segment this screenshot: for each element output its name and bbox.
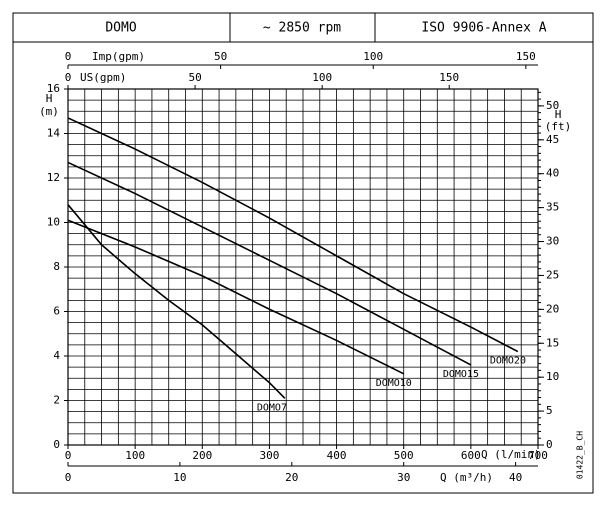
- extra-axis-label: US(gpm): [80, 71, 126, 84]
- x-tick-label: 500: [394, 449, 414, 462]
- y2-tick-label: 45: [546, 133, 559, 146]
- y-axis-unit: (m): [39, 105, 59, 118]
- extra-axis-tick-label: 0: [65, 50, 72, 63]
- y2-tick-label: 40: [546, 167, 559, 180]
- extra-axis-tick-label: 50: [188, 71, 201, 84]
- x-tick-label: 0: [65, 449, 72, 462]
- header-cell: ISO 9906-Annex A: [421, 21, 546, 36]
- y-tick-label: 10: [47, 216, 60, 229]
- header-cell: ~ 2850 rpm: [263, 21, 341, 36]
- curve-label: DOMO10: [376, 378, 412, 389]
- y2-tick-label: 35: [546, 201, 559, 214]
- y-tick-label: 2: [53, 394, 60, 407]
- curve: [67, 117, 519, 353]
- extra-axis-tick-label: 0: [65, 71, 72, 84]
- x-axis-label: Q (l/min): [481, 448, 541, 461]
- y-tick-label: 0: [53, 438, 60, 451]
- extra-axis-tick-label: 100: [312, 71, 332, 84]
- y-tick-label: 6: [53, 305, 60, 318]
- extra-axis-tick-label: 10: [173, 471, 186, 484]
- y-tick-label: 14: [47, 127, 61, 140]
- x-tick-label: 200: [192, 449, 212, 462]
- extra-axis-label: Q (m³/h): [440, 471, 493, 484]
- y-tick-label: 8: [53, 260, 60, 273]
- x-tick-label: 100: [125, 449, 145, 462]
- frame: [12, 12, 594, 494]
- y2-tick-label: 15: [546, 336, 559, 349]
- header-cell: DOMO: [105, 21, 136, 36]
- y2-tick-label: 30: [546, 235, 559, 248]
- y-tick-label: 16: [47, 82, 60, 95]
- extra-axis-tick-label: 50: [214, 50, 227, 63]
- y2-tick-label: 50: [546, 99, 559, 112]
- extra-axis-tick-label: 30: [397, 471, 410, 484]
- x-tick-label: 300: [259, 449, 279, 462]
- curve: [67, 161, 472, 366]
- code: 01422_B_CH: [576, 431, 585, 479]
- y2-axis-label: H: [555, 108, 562, 121]
- curve-label: DOMO20: [490, 356, 526, 367]
- y2-tick-label: 5: [546, 404, 553, 417]
- y-tick-label: 4: [53, 349, 60, 362]
- extra-axis-tick-label: 0: [65, 471, 72, 484]
- y2-tick-label: 20: [546, 302, 559, 315]
- extra-axis-tick-label: 40: [509, 471, 522, 484]
- y2-tick-label: 0: [546, 438, 553, 451]
- extra-axis-label: Imp(gpm): [92, 50, 145, 63]
- extra-axis-tick-label: 150: [516, 50, 536, 63]
- curve: [67, 219, 405, 375]
- y2-tick-label: 10: [546, 370, 559, 383]
- x-tick-label: 600: [461, 449, 481, 462]
- y-axis-label: H: [46, 92, 53, 105]
- curve-label: DOMO15: [443, 369, 479, 380]
- extra-axis-tick-label: 100: [363, 50, 383, 63]
- extra-axis-tick-label: 20: [285, 471, 298, 484]
- y-tick-label: 12: [47, 171, 60, 184]
- curve: [67, 204, 286, 399]
- x-tick-label: 400: [327, 449, 347, 462]
- curve-label: DOMO7: [257, 402, 287, 413]
- x-tick-label: 700: [528, 449, 548, 462]
- y2-axis-unit: (ft): [545, 120, 572, 133]
- extra-axis-tick-label: 150: [439, 71, 459, 84]
- y2-tick-label: 25: [546, 268, 559, 281]
